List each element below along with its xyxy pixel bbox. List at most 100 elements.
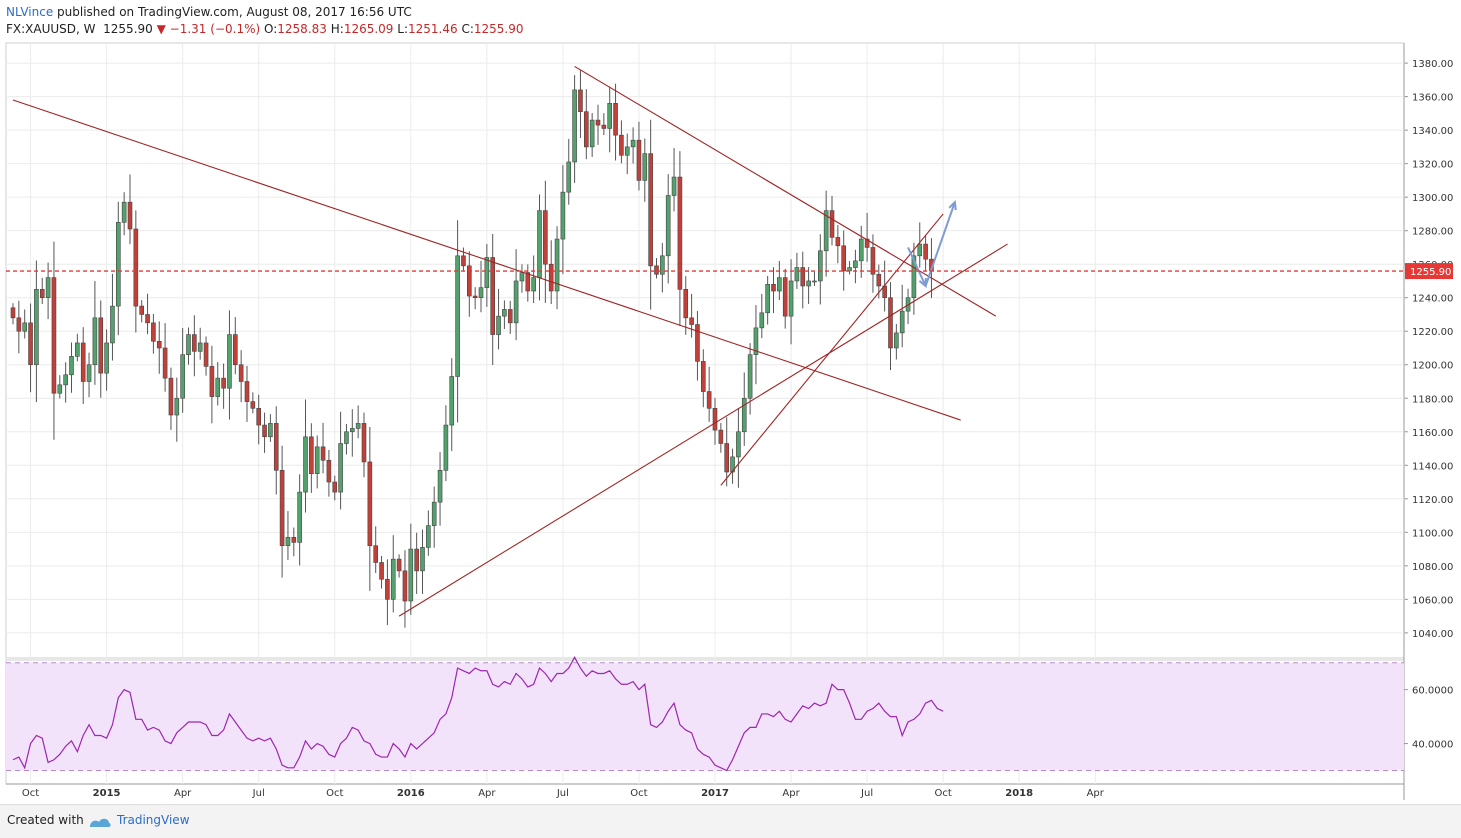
author-link[interactable]: NLVince [6,5,54,19]
candle-body [718,429,724,444]
candle-body [168,377,174,416]
candle-body [589,119,595,148]
candle-body [607,103,613,129]
candle-body [730,456,735,473]
footer-bar: Created with TradingView [0,804,1461,838]
xtick-label: Apr [174,788,192,799]
candle-body [203,342,209,367]
low-value: 1251.46 [408,22,458,36]
candle-body [531,277,536,292]
candle-body [706,391,712,409]
xtick-label: Jul [252,788,265,799]
ytick-label: 1360.00 [1412,93,1453,104]
candle-body [741,397,747,433]
candle-body [724,443,730,473]
candle-body [186,334,191,355]
candle-body [28,322,33,366]
ytick-label: 1340.00 [1412,126,1453,137]
candle-body [630,139,636,148]
candle-body [695,324,700,362]
ytick-label: 1100.00 [1412,528,1453,539]
xtick-label: 2016 [397,788,425,799]
candle-body [572,89,577,163]
rsi-ytick-label: 60.0000 [1412,686,1453,697]
candle-body [502,309,507,317]
candle-body [426,525,431,548]
candle-body [402,570,408,602]
change-value: −1.31 (−0.1%) [169,22,261,36]
candle-body [870,247,876,275]
candle-body [449,376,455,426]
candle-body [34,289,39,366]
candle-body [244,381,250,402]
candle-body [619,134,624,156]
ytick-label: 1280.00 [1412,227,1453,238]
candle-body [777,277,782,292]
candle-body [92,317,98,366]
ytick-label: 1200.00 [1412,361,1453,372]
candle-body [379,562,384,580]
trendline [12,99,961,421]
candle-body [823,210,829,252]
candle-body [145,314,150,324]
candle-body [759,312,765,329]
candle-body [16,317,22,332]
candle-body [443,424,449,471]
candle-body [344,431,349,444]
candle-body [911,255,917,299]
candle-body [513,280,519,324]
xtick-label: 2018 [1005,788,1033,799]
candle-body [86,364,92,382]
candle-body [192,334,197,352]
candle-body [133,228,139,307]
xtick-label: Oct [935,788,952,799]
last-price: 1255.90 [103,22,153,36]
candle-body [162,347,168,379]
high-value: 1265.09 [343,22,394,36]
ytick-label: 1080.00 [1412,562,1453,573]
xtick-label: Jul [860,788,873,799]
candle-body [390,558,396,600]
candle-body [466,265,472,297]
candle-body [800,267,806,287]
candle-body [57,384,63,394]
candle-body [560,191,566,240]
candle-body [273,423,279,471]
candle-body [320,446,326,461]
candle-body [712,408,718,431]
symbol-label: FX:XAUUSD, W [6,22,96,36]
candle-body [180,354,185,399]
candle-body [841,245,847,272]
xtick-label: Oct [22,788,39,799]
candle-body [595,119,601,126]
candle-body [408,548,414,602]
close-value: 1255.90 [473,22,524,36]
projection-arrow [924,201,956,287]
candle-body [431,501,437,526]
candle-body [268,423,273,438]
ytick-label: 1160.00 [1412,428,1453,439]
candle-body [554,238,560,292]
trendline [398,243,1008,617]
open-value: 1258.83 [277,22,327,36]
candle-body [648,153,653,267]
candle-body [771,284,776,292]
candle-body [69,356,74,376]
candle-body [45,277,51,299]
candle-body [583,111,589,148]
main-pane-frame [5,42,1405,659]
candle-body [660,255,665,275]
open-label: O: [264,22,278,36]
candle-body [788,280,794,317]
ytick-label: 1040.00 [1412,629,1453,640]
candle-body [197,342,203,352]
tradingview-link[interactable]: TradingView [117,813,190,827]
candle-body [250,401,256,409]
candle-body [876,273,882,287]
candle-body [566,161,572,193]
xtick-label: 2017 [701,788,729,799]
candle-body [396,558,402,572]
candle-body [765,284,770,314]
xtick-label: Apr [478,788,496,799]
